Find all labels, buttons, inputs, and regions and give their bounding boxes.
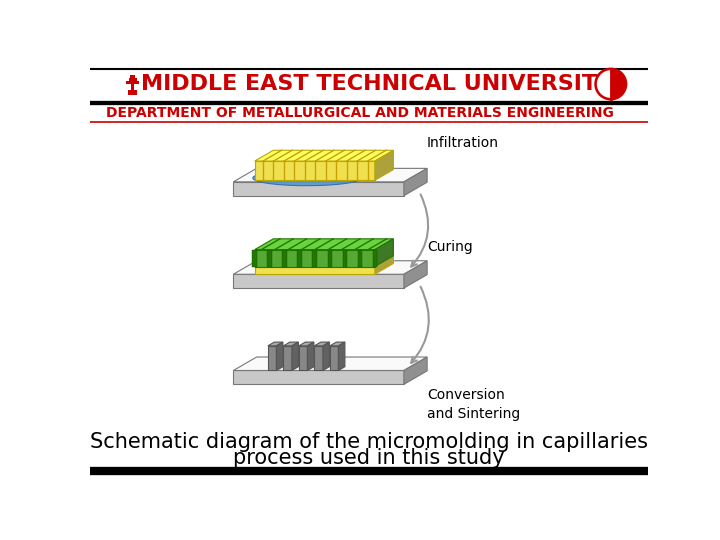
Bar: [127, 81, 139, 84]
Polygon shape: [358, 249, 362, 267]
Wedge shape: [597, 70, 611, 98]
Polygon shape: [233, 261, 427, 274]
Polygon shape: [375, 239, 393, 267]
Polygon shape: [284, 342, 298, 346]
Polygon shape: [255, 150, 393, 161]
Polygon shape: [307, 342, 314, 370]
Polygon shape: [323, 342, 329, 370]
Polygon shape: [253, 170, 361, 186]
Polygon shape: [330, 342, 345, 346]
Text: Infiltration: Infiltration: [427, 136, 499, 150]
Polygon shape: [233, 168, 427, 182]
Polygon shape: [253, 249, 257, 267]
Polygon shape: [328, 249, 332, 267]
Polygon shape: [299, 342, 314, 346]
Text: Curing: Curing: [427, 240, 473, 254]
Polygon shape: [330, 346, 338, 370]
Polygon shape: [255, 267, 375, 274]
Polygon shape: [315, 346, 323, 370]
Polygon shape: [343, 249, 347, 267]
Polygon shape: [404, 357, 427, 384]
Polygon shape: [372, 249, 377, 267]
Polygon shape: [299, 346, 307, 370]
Polygon shape: [233, 357, 427, 370]
Polygon shape: [255, 249, 375, 267]
Polygon shape: [268, 346, 276, 370]
Polygon shape: [233, 370, 404, 384]
Bar: [130, 75, 135, 78]
Polygon shape: [297, 249, 302, 267]
Text: process used in this study: process used in this study: [233, 448, 505, 468]
Polygon shape: [292, 342, 298, 370]
Polygon shape: [276, 342, 283, 370]
Text: Conversion
and Sintering: Conversion and Sintering: [427, 388, 521, 421]
Polygon shape: [338, 342, 345, 370]
Polygon shape: [268, 342, 283, 346]
Text: Schematic diagram of the micromolding in capillaries: Schematic diagram of the micromolding in…: [90, 432, 648, 452]
Bar: [131, 83, 134, 90]
Text: MIDDLE EAST TECHNICAL UNIVERSITY: MIDDLE EAST TECHNICAL UNIVERSITY: [140, 74, 613, 94]
Polygon shape: [233, 274, 404, 288]
Text: DEPARTMENT OF METALLURGICAL AND MATERIALS ENGINEERING: DEPARTMENT OF METALLURGICAL AND MATERIAL…: [106, 106, 613, 120]
Polygon shape: [255, 161, 375, 180]
Polygon shape: [233, 182, 404, 195]
Polygon shape: [282, 249, 287, 267]
Bar: [129, 78, 137, 81]
Polygon shape: [404, 261, 427, 288]
Polygon shape: [375, 256, 393, 274]
Polygon shape: [255, 239, 393, 249]
Polygon shape: [255, 256, 393, 267]
Polygon shape: [315, 342, 329, 346]
Bar: [128, 90, 138, 95]
Polygon shape: [404, 168, 427, 195]
Polygon shape: [312, 249, 317, 267]
Polygon shape: [375, 150, 393, 180]
Polygon shape: [267, 249, 272, 267]
Polygon shape: [284, 346, 292, 370]
Bar: [90, 65, 648, 103]
Circle shape: [595, 69, 626, 99]
